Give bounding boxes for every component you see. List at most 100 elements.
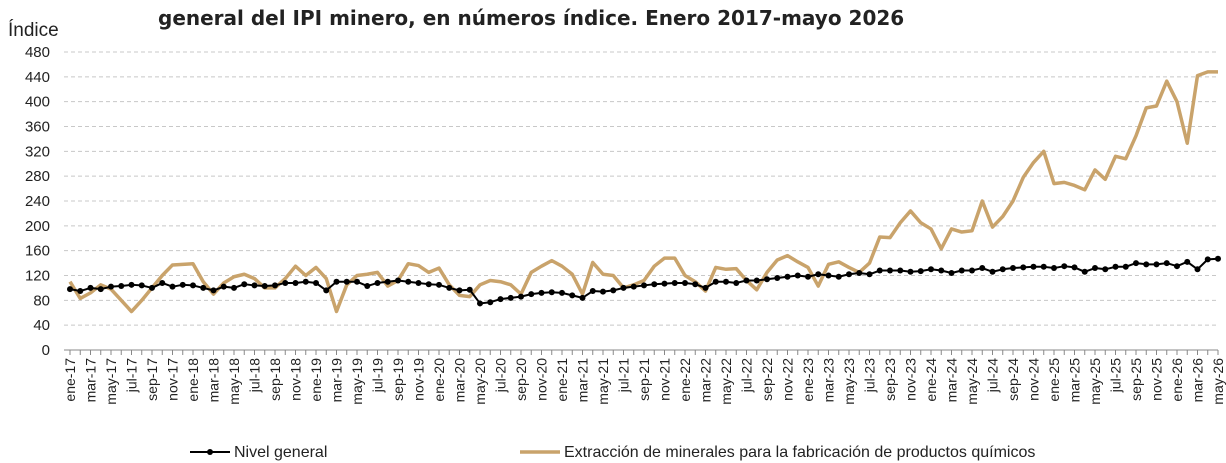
x-tick-label: jul-25 — [1108, 358, 1124, 393]
point — [538, 289, 545, 296]
legend-marker — [207, 449, 213, 455]
x-tick-label: mar-21 — [575, 358, 591, 403]
point — [77, 288, 84, 295]
point — [1040, 263, 1047, 270]
point — [302, 278, 309, 285]
point — [261, 283, 268, 290]
point — [200, 284, 207, 291]
point — [774, 274, 781, 281]
point — [856, 270, 863, 277]
point — [169, 283, 176, 290]
x-tick-label: mar-18 — [206, 358, 222, 403]
point — [87, 284, 94, 291]
point — [518, 293, 524, 300]
x-tick-label: nov-19 — [411, 358, 427, 401]
point — [600, 288, 606, 295]
x-tick-label: sep-18 — [267, 358, 283, 401]
point — [374, 279, 381, 286]
x-tick-label: may-19 — [349, 358, 365, 405]
x-tick-label: mar-22 — [698, 358, 714, 403]
x-tick-label: sep-21 — [636, 358, 652, 401]
point — [702, 284, 709, 291]
point — [313, 279, 319, 286]
y-tick-label: 120 — [25, 268, 50, 285]
point — [67, 286, 73, 293]
x-tick-label: sep-17 — [144, 358, 160, 401]
point — [989, 268, 996, 275]
point — [641, 282, 647, 289]
x-tick-label: nov-18 — [288, 358, 304, 401]
point — [661, 280, 668, 287]
x-tick-label: may-26 — [1210, 358, 1226, 405]
y-tick-label: 360 — [25, 119, 50, 136]
x-tick-label: nov-25 — [1149, 358, 1165, 401]
point — [108, 283, 114, 290]
y-tick-label: 160 — [25, 243, 50, 260]
point — [548, 289, 555, 296]
point — [682, 279, 688, 286]
y-tick-label: 240 — [25, 193, 50, 210]
point — [466, 286, 473, 293]
y-tick-label: 320 — [25, 143, 50, 160]
legend-label: Extracción de minerales para la fabricac… — [564, 444, 1035, 461]
point — [415, 279, 422, 286]
point — [630, 283, 637, 290]
point — [917, 268, 924, 275]
x-tick-label: may-25 — [1087, 358, 1103, 405]
point — [579, 294, 586, 301]
point — [733, 279, 740, 286]
point — [825, 272, 832, 279]
y-tick-label: 400 — [25, 94, 50, 111]
y-tick-label: 0 — [42, 342, 50, 359]
point — [343, 278, 350, 285]
x-tick-label: sep-22 — [759, 358, 775, 401]
point — [620, 284, 627, 291]
point — [190, 282, 196, 289]
point — [179, 281, 186, 288]
x-tick-label: mar-23 — [821, 358, 837, 403]
point — [1020, 264, 1027, 271]
point — [948, 270, 955, 277]
point — [876, 267, 883, 274]
point — [436, 281, 442, 288]
point — [928, 266, 934, 273]
point — [220, 283, 227, 290]
x-tick-label: ene-18 — [185, 358, 201, 402]
x-tick-label: ene-17 — [62, 358, 78, 402]
x-tick-label: ene-24 — [923, 358, 939, 402]
x-tick-label: may-22 — [718, 358, 734, 405]
x-tick-label: nov-24 — [1026, 358, 1042, 401]
x-tick-label: sep-19 — [390, 358, 406, 401]
point — [1184, 258, 1191, 265]
point — [907, 268, 914, 275]
point — [1133, 260, 1139, 267]
x-tick-label: jul-24 — [985, 358, 1001, 393]
x-tick-label: sep-23 — [882, 358, 898, 401]
point — [477, 300, 483, 307]
point — [743, 277, 750, 284]
x-tick-label: nov-22 — [780, 358, 796, 401]
x-tick-label: nov-20 — [534, 358, 550, 401]
x-tick-label: ene-20 — [431, 358, 447, 402]
point — [1194, 266, 1201, 273]
point — [251, 282, 258, 289]
x-tick-label: mar-17 — [83, 358, 99, 403]
point — [446, 284, 453, 291]
point — [846, 271, 852, 278]
point — [815, 271, 822, 278]
x-tick-label: mar-25 — [1067, 358, 1083, 403]
x-tick-label: nov-21 — [657, 358, 673, 401]
series-line — [68, 70, 1218, 314]
y-tick-label: 280 — [25, 168, 50, 185]
y-axis-label: Índice — [8, 20, 59, 41]
x-tick-label: mar-19 — [329, 358, 345, 403]
y-tick-label: 440 — [25, 69, 50, 86]
point — [118, 283, 125, 290]
x-tick-label: mar-26 — [1190, 358, 1206, 403]
point — [1010, 265, 1016, 272]
point — [528, 291, 535, 298]
point — [651, 281, 658, 288]
point — [1112, 263, 1119, 270]
x-tick-label: may-24 — [964, 358, 980, 405]
